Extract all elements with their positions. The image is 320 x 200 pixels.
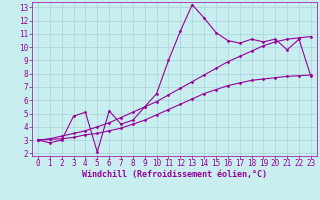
X-axis label: Windchill (Refroidissement éolien,°C): Windchill (Refroidissement éolien,°C) — [82, 170, 267, 179]
